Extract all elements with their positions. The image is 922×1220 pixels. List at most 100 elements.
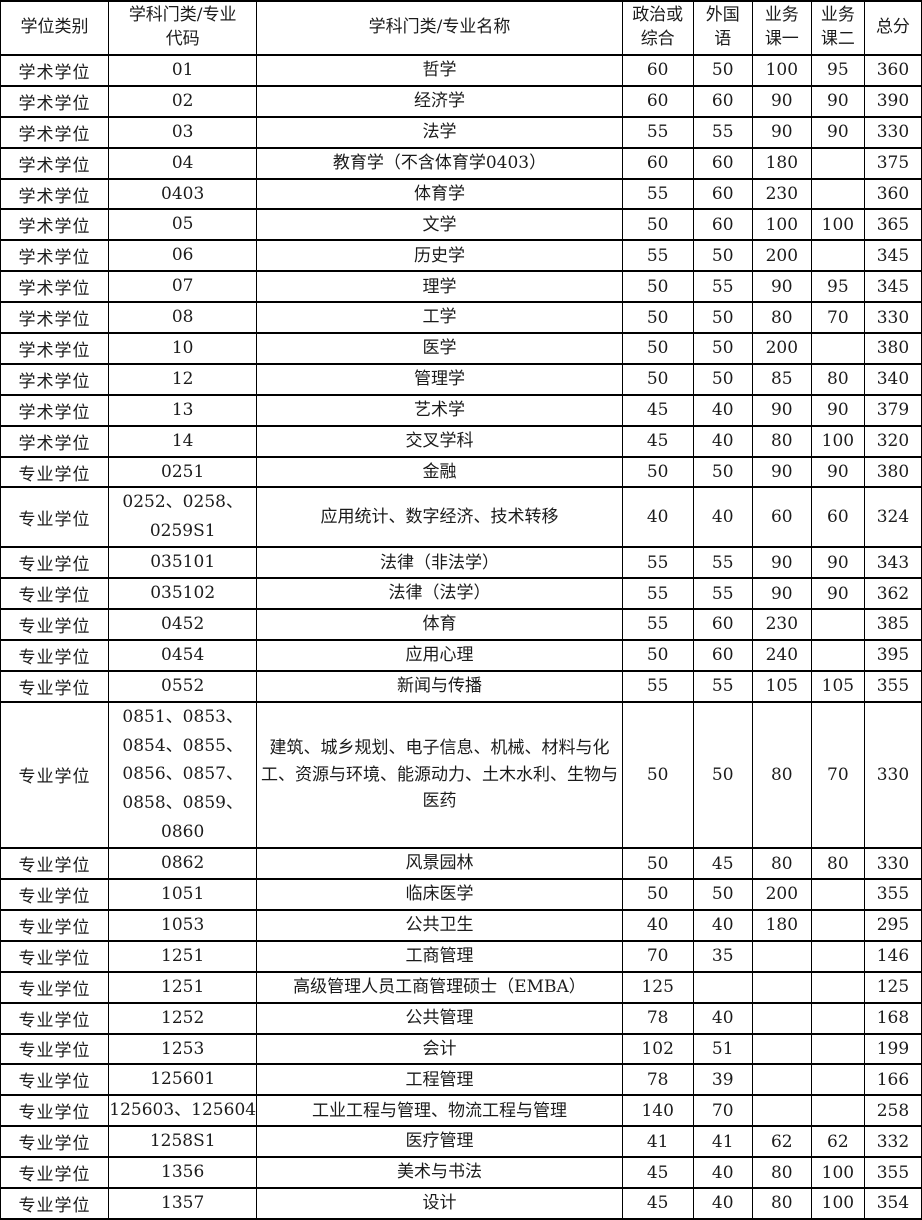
cell-course2-score: [810, 608, 865, 641]
table-row: 专业学位 0851、0853、0854、0855、0856、0857、0858、…: [0, 700, 922, 850]
cell-course2-score: 90: [810, 84, 865, 118]
cell-major-code: 1252: [108, 1001, 258, 1035]
cell-politics-score: 45: [621, 393, 694, 427]
cell-major-name: 工商管理: [256, 939, 623, 973]
cell-degree-category: 专业学位: [0, 455, 110, 489]
cell-course1-score: 80: [751, 301, 812, 335]
table-row: 专业学位 0454 应用心理 50 60 240 395: [0, 638, 922, 672]
cell-course1-score: [751, 1032, 812, 1066]
cell-politics-score: 40: [621, 908, 694, 942]
cell-degree-category: 学术学位: [0, 84, 110, 118]
cell-course2-score: 90: [810, 546, 865, 580]
cell-foreign-language-score: 40: [692, 1186, 753, 1220]
table-row: 学术学位 05 文学 50 60 100 100 365: [0, 208, 922, 242]
cell-foreign-language-score: 50: [692, 700, 753, 850]
cell-total-score: 362: [863, 577, 922, 611]
cell-major-name: 美术与书法: [256, 1156, 623, 1189]
cell-major-name: 设计: [256, 1186, 623, 1220]
cell-course2-score: 100: [810, 1156, 865, 1189]
cell-major-code: 0862: [108, 847, 258, 881]
cell-course1-score: 60: [751, 486, 812, 549]
cell-total-score: 258: [863, 1094, 922, 1128]
cell-foreign-language-score: 45: [692, 847, 753, 881]
cell-course1-score: 105: [751, 669, 812, 703]
cell-course1-score: [751, 970, 812, 1004]
cell-major-name: 公共管理: [256, 1001, 623, 1035]
cell-major-name: 建筑、城乡规划、电子信息、机械、材料与化工、资源与环境、能源动力、土木水利、生物…: [256, 700, 623, 850]
table-row: 学术学位 0403 体育学 55 60 230 360: [0, 177, 922, 211]
cell-major-code: 0251: [108, 455, 258, 489]
cell-foreign-language-score: 40: [692, 1156, 753, 1189]
cell-total-score: 330: [863, 115, 922, 149]
cell-course2-score: [810, 1094, 865, 1128]
cell-politics-score: 50: [621, 700, 694, 850]
column-header-foreign-language: 外国 语: [692, 0, 753, 56]
cell-major-code: 0452: [108, 608, 258, 641]
cell-degree-category: 专业学位: [0, 546, 110, 580]
cell-foreign-language-score: 60: [692, 84, 753, 118]
cell-major-name: 体育学: [256, 177, 623, 211]
cell-politics-score: 55: [621, 115, 694, 149]
cell-course2-score: [810, 878, 865, 911]
cell-major-code: 12: [108, 362, 258, 396]
cell-degree-category: 学术学位: [0, 393, 110, 427]
cell-course2-score: [810, 638, 865, 672]
cell-politics-score: 78: [621, 1001, 694, 1035]
cell-politics-score: 40: [621, 486, 694, 549]
cell-major-name: 应用心理: [256, 638, 623, 672]
cell-course2-score: 90: [810, 577, 865, 611]
cell-degree-category: 专业学位: [0, 1156, 110, 1189]
cell-politics-score: 60: [621, 54, 694, 87]
cell-politics-score: 45: [621, 424, 694, 458]
cell-course1-score: 80: [751, 847, 812, 881]
cell-course2-score: [810, 1032, 865, 1066]
cell-major-name: 医疗管理: [256, 1125, 623, 1159]
cell-total-score: 380: [863, 455, 922, 489]
cell-degree-category: 专业学位: [0, 908, 110, 942]
cell-major-name: 金融: [256, 455, 623, 489]
cell-foreign-language-score: 60: [692, 638, 753, 672]
cell-course1-score: 200: [751, 239, 812, 273]
cell-course2-score: [810, 239, 865, 273]
cell-course2-score: 105: [810, 669, 865, 703]
cell-politics-score: 55: [621, 577, 694, 611]
cell-course2-score: 62: [810, 1125, 865, 1159]
cell-total-score: 332: [863, 1125, 922, 1159]
cell-foreign-language-score: 50: [692, 301, 753, 335]
cell-course2-score: 80: [810, 847, 865, 881]
cell-major-code: 0252、0258、0259S1: [108, 486, 258, 549]
cell-major-code: 035102: [108, 577, 258, 611]
cell-course1-score: 90: [751, 546, 812, 580]
cell-foreign-language-score: 50: [692, 455, 753, 489]
cell-major-code: 06: [108, 239, 258, 273]
cell-course2-score: 70: [810, 700, 865, 850]
cell-foreign-language-score: 40: [692, 1001, 753, 1035]
cell-major-code: 1251: [108, 970, 258, 1004]
cell-major-code: 08: [108, 301, 258, 335]
cell-major-name: 新闻与传播: [256, 669, 623, 703]
cell-course1-score: 200: [751, 878, 812, 911]
cell-major-name: 风景园林: [256, 847, 623, 881]
cell-course2-score: 90: [810, 115, 865, 149]
cell-total-score: 330: [863, 301, 922, 335]
cell-course1-score: 90: [751, 455, 812, 489]
cell-major-code: 0403: [108, 177, 258, 211]
cell-politics-score: 50: [621, 638, 694, 672]
cell-total-score: 379: [863, 393, 922, 427]
cell-course2-score: 70: [810, 301, 865, 335]
cell-major-name: 工程管理: [256, 1063, 623, 1097]
cell-major-name: 工业工程与管理、物流工程与管理: [256, 1094, 623, 1128]
cell-major-code: 02: [108, 84, 258, 118]
cell-degree-category: 学术学位: [0, 146, 110, 180]
table-row: 专业学位 0252、0258、0259S1 应用统计、数字经济、技术转移 40 …: [0, 486, 922, 549]
cell-course1-score: 80: [751, 424, 812, 458]
table-row: 学术学位 04 教育学（不含体育学0403） 60 60 180 375: [0, 146, 922, 180]
table-row: 学术学位 10 医学 50 50 200 380: [0, 332, 922, 365]
table-row: 专业学位 1357 设计 45 40 80 100 354: [0, 1186, 922, 1220]
table-row: 专业学位 1251 工商管理 70 35 146: [0, 939, 922, 973]
cell-politics-score: 50: [621, 208, 694, 242]
cell-course1-score: 90: [751, 84, 812, 118]
cell-foreign-language-score: 50: [692, 362, 753, 396]
cell-major-code: 05: [108, 208, 258, 242]
